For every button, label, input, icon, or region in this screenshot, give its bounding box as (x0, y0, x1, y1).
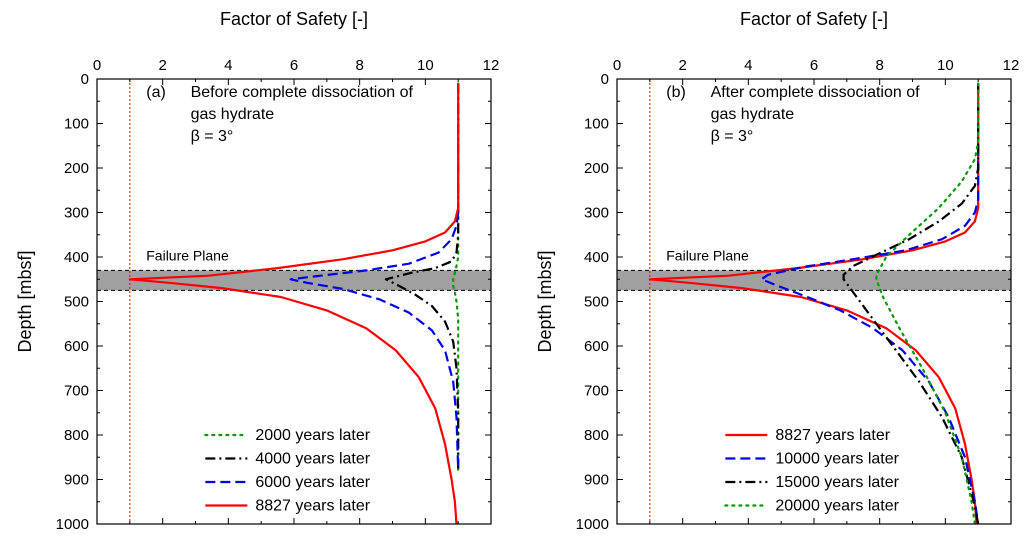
y-tick-label: 0 (81, 71, 89, 88)
y-tick-label: 400 (584, 249, 609, 266)
y-tick-label: 600 (64, 338, 89, 355)
x-tick-label: 4 (744, 57, 752, 74)
y-tick-label: 200 (64, 160, 89, 177)
y-tick-label: 800 (64, 427, 89, 444)
x-tick-label: 2 (158, 57, 166, 74)
x-tick-label: 8 (355, 57, 363, 74)
y-tick-label: 300 (64, 205, 89, 222)
x-tick-label: 6 (810, 57, 818, 74)
series-line-20000-years-later (875, 82, 980, 526)
series-line-4000-years-later (384, 83, 460, 471)
y-tick-label: 1000 (576, 516, 609, 533)
panel-annotation-line: β = 3° (191, 128, 234, 145)
y-tick-label: 500 (584, 294, 609, 311)
panel-b: Failure Plane 0 2 4 6 8 10 12 0 100 200 300 400 500 60… (535, 9, 1019, 533)
y-tick-label: 700 (64, 383, 89, 400)
legend-entry: 4000 years later (255, 451, 370, 468)
failure-plane-label: Failure Plane (146, 247, 229, 263)
series-line-6000-years-later (289, 212, 460, 471)
x-tick-label: 8 (875, 57, 883, 74)
y-tick-label: 100 (64, 116, 89, 133)
y-tick-label: 600 (584, 338, 609, 355)
panel-annotation-line: Before complete dissociation of (191, 84, 414, 101)
x-axis-title: Factor of Safety [-] (220, 9, 368, 29)
x-tick-label: 6 (290, 57, 298, 74)
x-tick-label: 10 (937, 57, 954, 74)
legend-entry: 2000 years later (255, 427, 370, 444)
series-line-15000-years-later (842, 83, 980, 525)
series-line-8827-years-later (648, 83, 980, 525)
series-line-2000-years-later (452, 82, 460, 472)
y-tick-label: 900 (584, 472, 609, 489)
legend-entry: 15000 years later (775, 474, 899, 491)
y-tick-label: 700 (584, 383, 609, 400)
panel-annotation-line: gas hydrate (711, 106, 795, 123)
y-tick-label: 200 (584, 160, 609, 177)
legend-entry: 10000 years later (775, 451, 899, 468)
legend-entry: 6000 years later (255, 474, 370, 491)
y-tick-label: 400 (64, 249, 89, 266)
legend-entry: 8827 years later (255, 498, 370, 515)
y-axis-title: Depth [mbsf] (15, 250, 35, 352)
y-tick-label: 0 (601, 71, 609, 88)
y-tick-label: 800 (584, 427, 609, 444)
panel-annotation-line: gas hydrate (191, 106, 275, 123)
y-tick-label: 300 (584, 205, 609, 222)
legend-entry: 20000 years later (775, 498, 899, 515)
y-tick-label: 500 (64, 294, 89, 311)
y-tick-label: 100 (584, 116, 609, 133)
series-line-8827-years-later (128, 83, 460, 525)
panel-annotation-line: After complete dissociation of (711, 84, 921, 101)
panel-label: (b) (666, 84, 686, 101)
y-axis-title: Depth [mbsf] (535, 250, 555, 352)
panel-annotation-line: β = 3° (711, 128, 754, 145)
legend-entry: 8827 years later (775, 427, 890, 444)
panel-label: (a) (146, 84, 166, 101)
x-tick-label: 10 (417, 57, 434, 74)
panel-a: Failure Plane 0 2 4 6 8 10 12 0 100 200 300 400 500 60… (15, 9, 499, 533)
y-tick-label: 1000 (56, 516, 89, 533)
failure-plane-band (617, 270, 1011, 291)
x-tick-label: 0 (93, 57, 101, 74)
x-tick-label: 0 (613, 57, 621, 74)
x-axis-title: Factor of Safety [-] (740, 9, 888, 29)
x-tick-label: 12 (1003, 57, 1020, 74)
x-tick-label: 4 (224, 57, 232, 74)
series-line-10000-years-later (760, 145, 980, 525)
y-tick-label: 900 (64, 472, 89, 489)
x-tick-label: 12 (483, 57, 500, 74)
failure-plane-label: Failure Plane (666, 247, 749, 263)
x-tick-label: 2 (678, 57, 686, 74)
